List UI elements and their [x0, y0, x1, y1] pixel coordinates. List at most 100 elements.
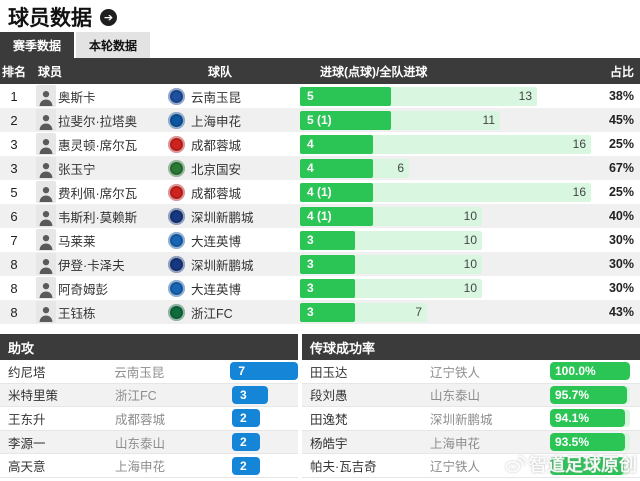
player-goals-bar: 3: [300, 254, 355, 274]
team-name: 上海申花: [430, 436, 481, 451]
pass-rate-badge: [550, 456, 625, 475]
team-logo-icon: [168, 87, 185, 105]
bottom-sections: 助攻 约尼塔 云南玉昆 7 米特里策 浙江FC 3 王东升 成都蓉城 2 李源一 山东泰山 2 高天意 上…: [0, 334, 640, 478]
player-goals-bar: 4: [300, 134, 373, 154]
avatar-cell: [28, 205, 58, 227]
team-name: 北京国安: [191, 162, 242, 177]
team-logo-icon: [168, 303, 185, 321]
team-name: 成都蓉城: [115, 412, 166, 427]
player-name: 王钰栋: [58, 306, 96, 321]
team-logo-icon: [168, 255, 185, 273]
table-row: 1 奥斯卡 云南玉昆 5 13 38%: [0, 84, 640, 108]
assists-header: 助攻: [0, 334, 298, 360]
player-name: 高天意: [8, 460, 46, 475]
assists-body: 约尼塔 云南玉昆 7 米特里策 浙江FC 3 王东升 成都蓉城 2 李源一 山东泰山 2 高天意 上海申花…: [0, 360, 298, 478]
pass-rate-track: [550, 456, 630, 475]
player-avatar: [36, 277, 56, 299]
avatar-cell: [28, 229, 58, 251]
header-ratio: 占比: [609, 64, 634, 79]
team-goals-value: 13: [518, 89, 532, 103]
list-item: 段刘愚 山东泰山 95.7%: [302, 383, 640, 408]
assist-bar: 2: [232, 456, 260, 475]
avatar-cell: [28, 157, 58, 179]
team-name: 浙江FC: [191, 306, 233, 321]
list-item: 田玉达 辽宁铁人 100.0%: [302, 360, 640, 384]
team-goals-value: 11: [482, 113, 495, 127]
team-cell: 北京国安: [166, 159, 300, 178]
player-goals-bar: 4 (1): [300, 182, 373, 202]
player-name: 马莱莱: [58, 234, 96, 249]
tab-season-data[interactable]: 赛季数据: [0, 32, 75, 58]
ratio-value: 45%: [608, 113, 634, 127]
team-name: 深圳新鹏城: [430, 412, 493, 427]
tab-round-data[interactable]: 本轮数据: [76, 32, 151, 58]
goals-bar-cell: 3 10: [300, 230, 595, 250]
go-arrow-icon[interactable]: ➔: [100, 8, 117, 26]
goals-bar-cell: 3 10: [300, 278, 595, 298]
player-goals-bar: 5 (1): [300, 110, 391, 130]
goals-bar-cell: 4 16: [300, 134, 595, 154]
player-name: 田玉达: [310, 365, 348, 380]
ratio-value: 43%: [608, 305, 634, 319]
player-name: 阿奇姆彭: [58, 282, 109, 297]
table-row: 8 王钰栋 浙江FC 3 7 43%: [0, 300, 640, 324]
team-cell: 大连英博: [166, 279, 300, 298]
pass-rate-badge: 95.7%: [550, 385, 627, 404]
rank-cell: 8: [10, 304, 18, 320]
team-logo-icon: [168, 279, 185, 297]
team-goals-track: 5 (1) 11: [300, 110, 500, 130]
goals-bar-cell: 4 (1) 10: [300, 206, 595, 226]
team-logo-icon: [168, 159, 185, 177]
titlebar: 球员数据 ➔: [0, 0, 640, 32]
team-name: 山东泰山: [115, 436, 166, 451]
pass-rate-section: 传球成功率 田玉达 辽宁铁人 100.0% 段刘愚 山东泰山 95.7% 田逸梵 深圳新鹏城 9…: [302, 334, 640, 478]
player-goals-bar: 4 (1): [300, 206, 373, 226]
player-name: 约尼塔: [8, 365, 46, 380]
team-name: 大连英博: [191, 234, 242, 249]
table-row: 8 阿奇姆彭 大连英博 3 10 30%: [0, 276, 640, 300]
team-cell: 深圳新鹏城: [166, 255, 300, 274]
team-logo-icon: [168, 207, 185, 225]
pass-rate-badge: 94.1%: [550, 409, 626, 428]
avatar-cell: [28, 85, 58, 107]
avatar-cell: [28, 109, 58, 131]
goals-table-header: 排名 球员 球队 进球(点球)/全队进球 占比: [0, 58, 640, 84]
ratio-value: 30%: [608, 257, 634, 271]
team-goals-value: 7: [415, 305, 422, 319]
list-item: 王东升 成都蓉城 2: [0, 407, 298, 431]
team-name: 辽宁铁人: [430, 460, 481, 475]
pass-rate-track: 100.0%: [550, 362, 630, 381]
table-row: 6 韦斯利·莫赖斯 深圳新鹏城 4 (1) 10 40%: [0, 204, 640, 228]
ratio-value: 38%: [608, 89, 634, 103]
pass-rate-track: 94.1%: [550, 409, 630, 428]
player-name: 杨皓宇: [310, 436, 348, 451]
team-goals-track: 4 16: [300, 134, 591, 154]
rank-cell: 5: [10, 184, 18, 200]
team-logo-icon: [168, 231, 185, 249]
rank-cell: 3: [10, 136, 18, 152]
team-goals-value: 10: [463, 257, 477, 271]
player-avatar: [36, 229, 56, 251]
table-row: 3 张玉宁 北京国安 4 6 67%: [0, 156, 640, 180]
player-goals-bar: 5: [300, 86, 391, 106]
table-row: 5 费利佩·席尔瓦 成都蓉城 4 (1) 16 25%: [0, 180, 640, 204]
team-cell: 深圳新鹏城: [166, 207, 300, 226]
avatar-cell: [28, 253, 58, 275]
header-goals: 进球(点球)/全队进球: [320, 64, 428, 79]
team-name: 大连英博: [191, 282, 242, 297]
team-name: 深圳新鹏城: [191, 258, 254, 273]
team-goals-track: 3 10: [300, 278, 482, 298]
ratio-value: 67%: [608, 161, 634, 175]
team-logo-icon: [168, 111, 185, 129]
list-item: 约尼塔 云南玉昆 7: [0, 360, 298, 384]
assists-section: 助攻 约尼塔 云南玉昆 7 米特里策 浙江FC 3 王东升 成都蓉城 2 李源一 山东泰山 2 高天意 上…: [0, 334, 298, 478]
player-avatar: [36, 253, 56, 275]
team-cell: 大连英博: [166, 231, 300, 250]
player-avatar: [36, 301, 56, 323]
player-name: 张玉宁: [58, 162, 96, 177]
player-name: 拉斐尔·拉塔奥: [58, 114, 138, 129]
pass-rate-header: 传球成功率: [302, 334, 640, 360]
player-name: 王东升: [8, 412, 46, 427]
